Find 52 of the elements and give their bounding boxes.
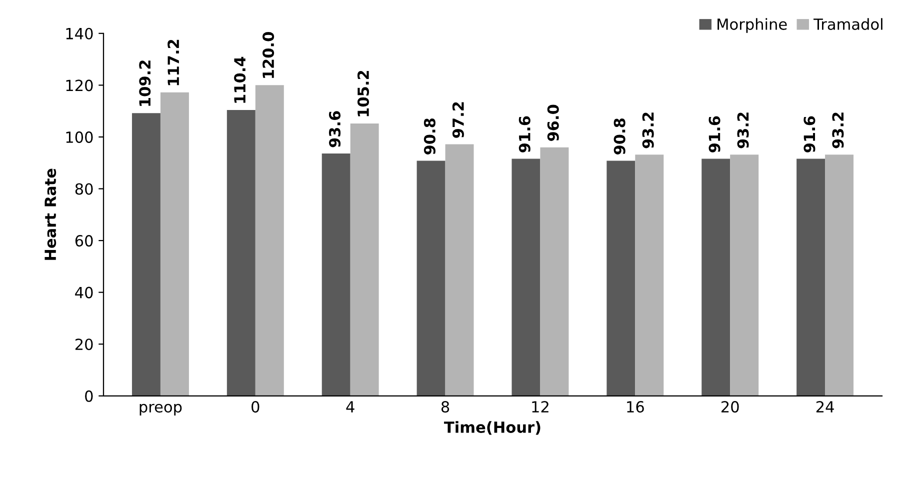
bar	[635, 154, 664, 396]
x-tick-label: preop	[140, 404, 182, 416]
legend-label: Tramadol	[814, 18, 882, 30]
data-label: 90.8	[424, 118, 436, 154]
x-tick-label: 12	[532, 401, 548, 412]
bar	[445, 144, 474, 396]
x-tick-label: 16	[627, 401, 644, 413]
data-label: 91.6	[708, 116, 720, 152]
data-label: 117.2	[168, 40, 179, 86]
bar	[350, 124, 379, 396]
data-label: 93.2	[737, 112, 749, 148]
bar	[226, 110, 256, 396]
data-label: 90.8	[614, 118, 626, 154]
bar	[255, 85, 284, 396]
y-tick-label: 120	[66, 80, 93, 92]
x-tick-label: 4	[346, 401, 354, 412]
data-label: 93.2	[832, 112, 844, 148]
bar	[512, 158, 540, 396]
data-label: 105.2	[357, 70, 370, 116]
x-tick-label: 20	[721, 401, 739, 413]
data-label: 97.2	[452, 102, 464, 138]
data-label: 120.0	[262, 32, 274, 78]
data-label: 96.0	[547, 104, 559, 141]
data-label: 91.6	[804, 116, 816, 152]
x-tick-label: 8	[441, 401, 450, 413]
bar	[322, 154, 350, 396]
data-label: 93.6	[328, 111, 341, 148]
bar	[416, 160, 446, 396]
y-tick-label: 60	[75, 235, 93, 247]
bar	[796, 158, 826, 396]
y-tick-label: 0	[85, 390, 93, 402]
data-label: 109.2	[139, 60, 151, 106]
x-axis-title: Time(Hour)	[444, 421, 540, 435]
data-label: 110.4	[234, 56, 246, 103]
bar	[606, 160, 636, 396]
y-tick-label: 40	[75, 286, 93, 298]
bar	[160, 92, 189, 396]
x-tick-label: 0	[252, 401, 260, 413]
legend-label: Morphine	[718, 18, 787, 33]
y-tick-label: 80	[75, 183, 93, 195]
y-tick-label: 140	[66, 28, 93, 40]
bar	[132, 113, 160, 396]
bar	[540, 147, 569, 396]
y-axis-title: Heart Rate	[44, 168, 56, 260]
bar	[730, 154, 759, 396]
y-tick-label: 20	[75, 338, 93, 350]
x-tick-label: 24	[816, 401, 834, 412]
bar	[702, 158, 730, 396]
bar	[825, 154, 854, 396]
data-label: 91.6	[518, 116, 530, 152]
data-label: 93.2	[642, 112, 654, 148]
y-tick-label: 100	[66, 131, 93, 143]
